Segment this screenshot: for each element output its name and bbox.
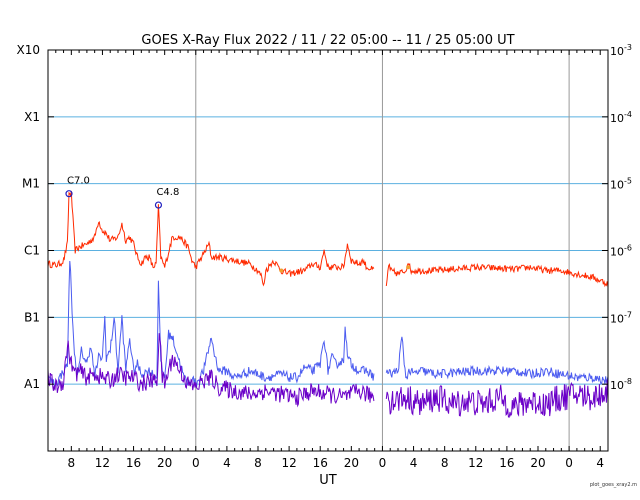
y-axis-right-labels: 10-8 10-7 10-6 10-5 10-4 10-3 (602, 43, 632, 392)
y-tick-label-right: 10-5 (610, 177, 632, 192)
x-tick-label: 8 (254, 456, 262, 470)
x-axis-ticks: 8 12 16 20 0 4 8 12 16 20 0 4 8 12 16 20 0 4 (47, 50, 609, 470)
y-tick-label-right: 10-3 (610, 43, 632, 58)
flare-label: C7.0 (67, 176, 90, 187)
y-tick-label-right: 10-8 (610, 377, 632, 392)
x-tick-label: 12 (281, 456, 296, 470)
x-tick-label: 8 (441, 456, 449, 470)
y-tick-label-left: M1 (22, 177, 40, 191)
x-tick-label: 0 (565, 456, 573, 470)
flux-series-1-line (47, 190, 609, 288)
x-tick-label: 0 (192, 456, 200, 470)
flux-series-3-line (47, 333, 609, 418)
y-tick-label-right: 10-6 (610, 244, 632, 259)
data-marker (279, 268, 284, 273)
flare-annotations: C7.0 C4.8 (67, 176, 179, 198)
flux-series-2-line (47, 260, 609, 389)
x-tick-label: 20 (157, 456, 172, 470)
x-tick-label: 12 (468, 456, 483, 470)
x-tick-label: 4 (410, 456, 418, 470)
y-tick-label-left: A1 (24, 377, 40, 391)
x-tick-label: 20 (530, 456, 545, 470)
y-tick-label-right: 10-7 (610, 310, 632, 325)
credit-text: plot_goes_xray2.m (590, 482, 637, 488)
flare-label: C4.8 (156, 187, 179, 198)
y-tick-label-left: C1 (24, 244, 40, 258)
data-marker (406, 265, 411, 270)
flux-series (47, 190, 609, 418)
chart-title: GOES X-Ray Flux 2022 / 11 / 22 05:00 -- … (141, 33, 514, 48)
x-tick-label: 4 (596, 456, 604, 470)
flare-peak-marker (154, 201, 163, 209)
x-tick-label: 16 (313, 456, 328, 470)
x-axis-label: UT (319, 473, 337, 488)
y-axis-left-labels: A1 B1 C1 M1 X1 X10 (17, 43, 54, 391)
x-tick-label: 16 (126, 456, 141, 470)
flare-markers (65, 190, 411, 273)
x-tick-label: 8 (68, 456, 76, 470)
y-tick-label-left: X10 (17, 43, 41, 57)
x-tick-label: 12 (95, 456, 110, 470)
y-tick-label-left: X1 (24, 110, 40, 124)
flare-peak-marker (65, 190, 73, 198)
x-tick-label: 16 (499, 456, 514, 470)
x-tick-label: 20 (344, 456, 359, 470)
x-tick-label: 4 (223, 456, 231, 470)
x-tick-label: 0 (379, 456, 387, 470)
y-tick-label-right: 10-4 (610, 110, 632, 125)
grid-lines (48, 116, 608, 385)
y-tick-label-left: B1 (24, 310, 40, 324)
